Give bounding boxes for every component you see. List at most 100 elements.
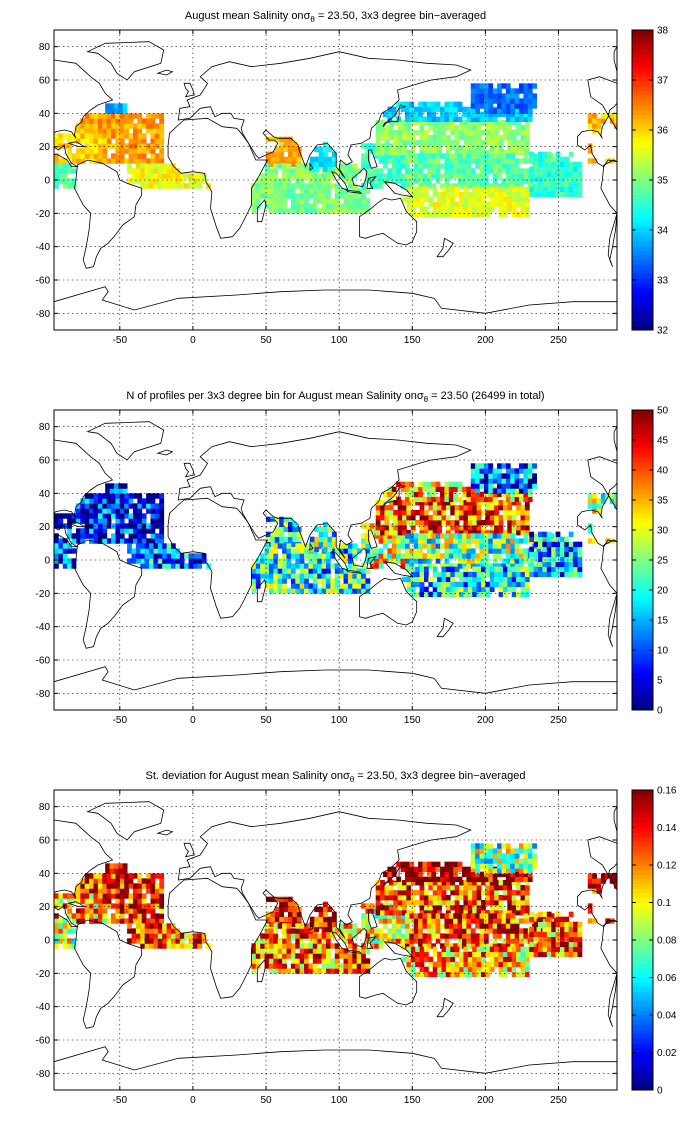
data-cell xyxy=(437,120,442,126)
data-cell xyxy=(159,508,165,514)
data-cell xyxy=(431,866,437,873)
data-cell xyxy=(374,173,380,179)
data-cell xyxy=(470,468,476,474)
data-cell xyxy=(71,913,77,919)
data-cell xyxy=(146,118,151,124)
data-cell xyxy=(501,918,507,924)
data-cell xyxy=(365,908,371,914)
data-cell xyxy=(339,188,344,194)
data-cell xyxy=(444,481,450,488)
data-cell xyxy=(450,880,456,886)
data-cell xyxy=(448,168,454,174)
data-cell xyxy=(149,173,154,179)
data-cell xyxy=(383,173,388,179)
data-cell xyxy=(404,928,410,934)
data-cell xyxy=(540,538,546,544)
colorbar-step xyxy=(632,142,653,148)
data-cell xyxy=(481,150,486,156)
data-cell xyxy=(532,928,537,934)
data-cell xyxy=(488,98,494,104)
data-cell xyxy=(410,576,416,583)
colorbar-step xyxy=(632,273,653,279)
data-cell xyxy=(437,900,442,906)
data-cell xyxy=(157,933,163,939)
data-cell xyxy=(432,905,438,911)
coastline xyxy=(359,577,418,626)
data-cell xyxy=(150,158,156,164)
data-cell xyxy=(441,890,447,896)
data-cell xyxy=(472,880,478,886)
data-cell xyxy=(375,510,381,516)
data-cell xyxy=(453,923,459,929)
data-cell xyxy=(80,133,86,139)
data-cell xyxy=(132,898,138,904)
data-cell xyxy=(347,578,353,584)
data-cell xyxy=(492,933,498,939)
data-cell xyxy=(327,161,333,168)
data-cell xyxy=(413,558,419,564)
data-cell xyxy=(304,923,309,929)
data-cell xyxy=(527,468,533,474)
data-cells xyxy=(54,463,617,598)
data-cell xyxy=(325,963,331,969)
data-cell xyxy=(153,168,159,174)
data-cell xyxy=(488,88,494,94)
data-cell xyxy=(479,871,485,878)
data-cell xyxy=(162,923,167,929)
data-cell xyxy=(113,863,119,869)
data-cell xyxy=(453,101,459,108)
data-cell xyxy=(511,525,517,531)
data-cell xyxy=(546,566,552,573)
data-cell xyxy=(497,943,502,949)
data-cell xyxy=(463,956,469,963)
data-cell xyxy=(564,161,570,168)
data-cell xyxy=(356,953,362,959)
data-cell xyxy=(485,130,491,136)
data-cell xyxy=(475,88,480,94)
data-cell xyxy=(454,530,460,536)
data-cell xyxy=(277,578,283,584)
data-cell xyxy=(149,178,154,184)
data-cell xyxy=(519,863,524,869)
data-cell xyxy=(327,526,333,533)
data-cell xyxy=(146,113,151,119)
data-cell xyxy=(435,158,441,164)
data-cell xyxy=(519,103,524,109)
data-cell xyxy=(520,145,526,151)
data-cell xyxy=(365,203,371,209)
data-cell xyxy=(159,118,165,124)
data-cell xyxy=(485,961,491,968)
data-cell xyxy=(286,543,292,549)
data-cell xyxy=(268,583,274,589)
data-cell xyxy=(264,568,270,574)
data-cell xyxy=(89,493,94,499)
data-cell xyxy=(251,948,257,954)
data-cell xyxy=(440,106,445,113)
data-cell xyxy=(450,211,456,218)
data-cell xyxy=(282,943,287,949)
data-cell xyxy=(102,138,108,144)
data-cell xyxy=(489,581,495,588)
data-cell xyxy=(426,101,432,108)
data-cell xyxy=(361,163,366,169)
data-cell xyxy=(330,963,336,969)
data-cell xyxy=(444,183,450,189)
colorbar-step xyxy=(632,602,653,608)
data-cell xyxy=(292,156,298,163)
data-cell xyxy=(457,563,463,569)
data-cell xyxy=(409,558,415,564)
data-cell xyxy=(459,905,464,911)
data-cell xyxy=(321,178,327,184)
data-cell xyxy=(511,191,517,198)
data-cell xyxy=(432,140,438,146)
data-cell xyxy=(314,161,320,168)
data-cell xyxy=(415,186,420,193)
data-cell xyxy=(327,926,333,933)
data-cell xyxy=(378,943,384,949)
data-cell xyxy=(150,533,156,539)
data-cell xyxy=(527,488,533,494)
data-cell xyxy=(516,880,521,886)
data-cell xyxy=(378,153,384,159)
data-cell xyxy=(144,178,150,184)
data-cell xyxy=(441,191,447,198)
